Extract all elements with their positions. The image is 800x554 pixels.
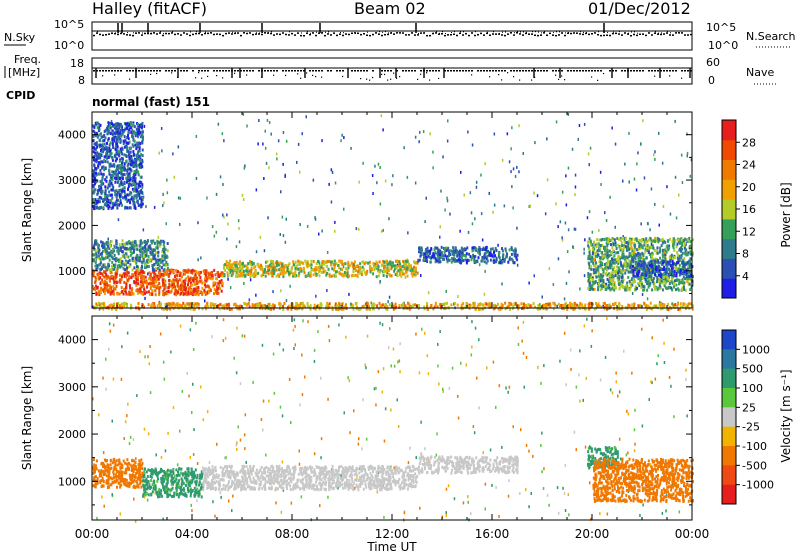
- x-tick-label-4: 16:00: [475, 527, 510, 541]
- power-colorbar-segment-7: [722, 139, 736, 161]
- power-y-tick-label-1: 2000: [58, 219, 86, 232]
- velocity-colorbar-tick-4: -25: [742, 421, 760, 434]
- velocity-colorbar: 1000 500 100 25 -25 -100 -500 -1000: [721, 329, 774, 505]
- cpid-value: normal (fast) 151: [92, 95, 210, 109]
- x-tick-label-1: 04:00: [175, 527, 210, 541]
- power-echo-region-7: [93, 301, 694, 311]
- x-axis-label: Time UT: [366, 540, 417, 554]
- nsky-tick-top: 10^5: [54, 18, 84, 31]
- power-colorbar-tick-4: 20: [742, 181, 756, 194]
- velocity-colorbar-tick-0: 1000: [742, 343, 770, 356]
- power-colorbar-tick-5: 24: [742, 159, 756, 172]
- freq-tick-bottom: 8: [78, 74, 85, 87]
- velocity-colorbar-tick-6: -500: [742, 459, 767, 472]
- velocity-colorbar-tick-7: -1000: [742, 479, 774, 492]
- power-colorbar-segment-1: [722, 258, 736, 279]
- nave-label: Nave: [746, 66, 774, 79]
- power-colorbar-label: Power [dB]: [779, 182, 793, 247]
- nave-tick-top: 60: [706, 56, 720, 69]
- velocity-colorbar-segment-0: [722, 330, 736, 350]
- velocity-echo-region-5: [592, 457, 694, 504]
- power-panel: 1000 2000 3000 4000 Slant Range [km]: [20, 111, 694, 311]
- x-tick-label-6: 00:00: [675, 527, 710, 541]
- velocity-y-tick-label-2: 3000: [58, 381, 86, 394]
- velocity-y-tick-label-0: 1000: [58, 475, 86, 488]
- freq-strip: Freq. [MHz] 18 8 60 0 Nave CPID normal (…: [4, 53, 778, 109]
- power-y-tick-label-2: 3000: [58, 174, 86, 187]
- beam-title: Beam 02: [354, 0, 426, 18]
- freq-label-1: Freq.: [14, 53, 41, 66]
- power-colorbar-segment-2: [722, 238, 736, 259]
- velocity-ylabel: Slant Range [km]: [20, 366, 34, 470]
- velocity-colorbar-segment-3: [722, 388, 736, 408]
- velocity-echo-region-2: [202, 464, 419, 492]
- power-colorbar-tick-3: 16: [742, 203, 756, 216]
- velocity-colorbar-tick-5: -100: [742, 440, 767, 453]
- power-colorbar-segment-4: [722, 199, 736, 220]
- nsearch-tick-top: 10^5: [706, 21, 736, 34]
- power-colorbar-tick-1: 8: [742, 248, 749, 261]
- velocity-colorbar-segment-8: [722, 484, 736, 505]
- freq-tick-top: 18: [70, 57, 84, 70]
- power-colorbar-tick-0: 4: [742, 270, 749, 283]
- x-tick-label-0: 00:00: [75, 527, 110, 541]
- x-tick-label-3: 12:00: [375, 527, 410, 541]
- velocity-y-tick-label-1: 2000: [58, 428, 86, 441]
- nsky-tick-bottom: 10^0: [54, 39, 84, 52]
- nsearch-label: N.Search: [746, 30, 796, 43]
- velocity-colorbar-segment-7: [722, 465, 736, 486]
- velocity-colorbar-segment-5: [722, 426, 736, 447]
- velocity-colorbar-tick-1: 500: [742, 363, 763, 376]
- power-colorbar-segment-6: [722, 159, 736, 180]
- velocity-echo-region-1: [142, 467, 204, 499]
- velocity-echo-region-3: [417, 455, 519, 475]
- velocity-colorbar-label: Velocity [m s⁻¹]: [779, 369, 793, 462]
- velocity-colorbar-tick-2: 100: [742, 382, 763, 395]
- velocity-colorbar-segment-6: [722, 446, 736, 466]
- velocity-y-tick-label-3: 4000: [58, 334, 86, 347]
- power-colorbar-segment-8: [722, 120, 736, 141]
- power-echo-region-1: [92, 239, 169, 272]
- freq-label-2: [MHz]: [8, 66, 40, 79]
- power-colorbar-segment-3: [722, 218, 736, 240]
- velocity-colorbar-segment-4: [722, 407, 736, 428]
- power-echo-region-0: [92, 268, 224, 297]
- x-tick-label-5: 20:00: [575, 527, 610, 541]
- power-echo-region-6: [92, 121, 144, 211]
- nsky-strip: 10^5 10^0 10^5 10^0 N.Sky N.Search: [4, 18, 796, 52]
- power-echo-region-2: [222, 259, 419, 279]
- power-colorbar-segment-0: [722, 278, 736, 299]
- power-y-tick-label-0: 1000: [58, 265, 86, 278]
- nave-tick-bottom: 0: [708, 74, 715, 87]
- nsearch-tick-bottom: 10^0: [708, 39, 738, 52]
- x-tick-label-2: 08:00: [275, 527, 310, 541]
- power-colorbar-segment-5: [722, 179, 736, 200]
- velocity-panel: 1000 2000 3000 4000 Slant Range [km]: [20, 315, 694, 523]
- station-title: Halley (fitACF): [92, 0, 207, 18]
- velocity-echo-region-0: [92, 457, 144, 489]
- power-colorbar-tick-2: 12: [742, 225, 756, 238]
- power-y-tick-label-3: 4000: [58, 129, 86, 142]
- velocity-colorbar-segment-1: [722, 349, 736, 370]
- power-colorbar: 4 8 12 16 20 24 28: [721, 119, 756, 299]
- power-ylabel: Slant Range [km]: [20, 158, 34, 262]
- power-echo-region-4: [587, 236, 694, 292]
- cpid-label: CPID: [6, 89, 35, 102]
- power-echo-region-5: [629, 259, 694, 279]
- date-title: 01/Dec/2012: [588, 0, 691, 18]
- nsky-label: N.Sky: [4, 31, 36, 44]
- power-colorbar-tick-6: 28: [742, 136, 756, 149]
- velocity-colorbar-segment-2: [722, 368, 736, 389]
- power-echo-region-3: [417, 245, 519, 265]
- velocity-colorbar-tick-3: 25: [742, 401, 756, 414]
